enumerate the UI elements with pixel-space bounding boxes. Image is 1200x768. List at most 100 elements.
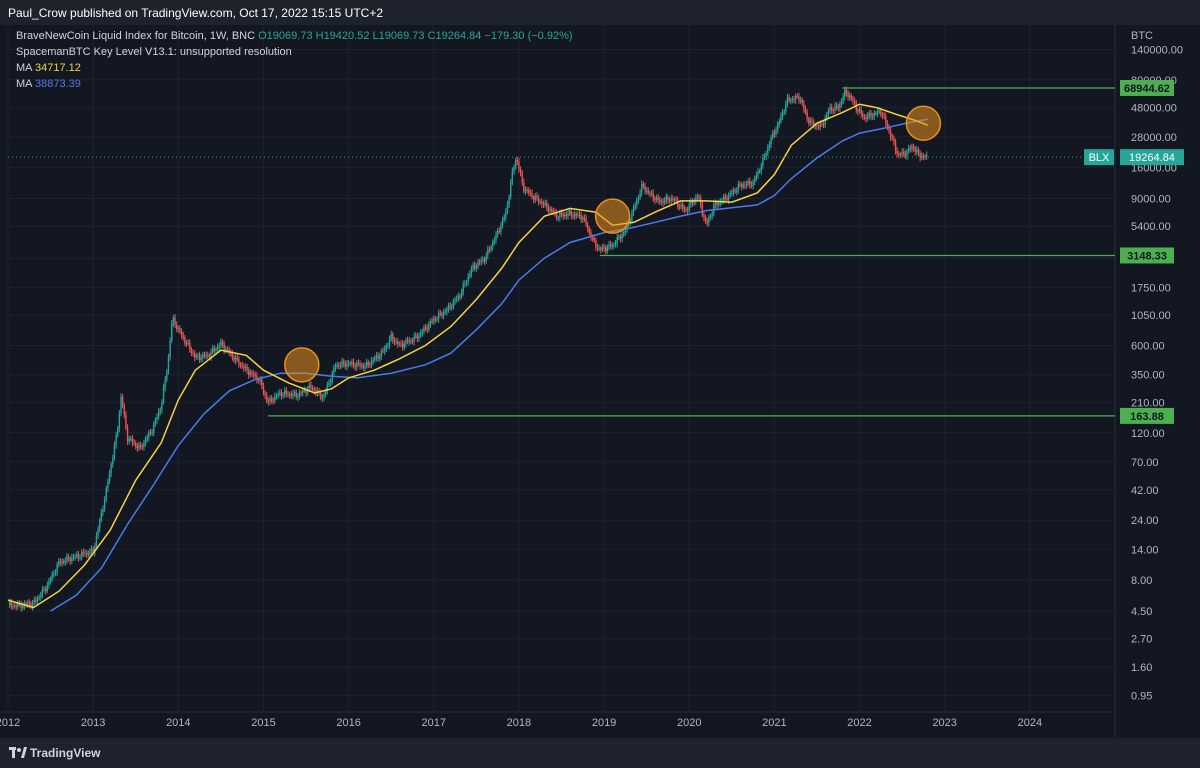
candle-body xyxy=(179,328,181,332)
candle-body xyxy=(718,202,720,206)
candle-body xyxy=(500,225,502,232)
candle-body xyxy=(341,361,343,366)
candle-body xyxy=(189,342,191,350)
candle-body xyxy=(464,283,466,285)
candle-body xyxy=(334,366,337,368)
x-tick-label: 2024 xyxy=(1018,717,1042,729)
candle-body xyxy=(755,175,758,179)
candle-body xyxy=(650,193,653,195)
candle-body xyxy=(536,196,538,198)
candle-body xyxy=(82,551,85,554)
candle-body xyxy=(285,390,288,394)
candle-body xyxy=(852,98,854,102)
candle-body xyxy=(336,364,338,367)
candle-body xyxy=(696,196,699,198)
candle-body xyxy=(518,161,520,170)
x-tick-label: 2022 xyxy=(847,717,871,729)
key-level-label: 3148.33 xyxy=(1127,250,1167,262)
candle-body xyxy=(89,551,91,555)
candle-body xyxy=(28,602,30,605)
candle-body xyxy=(10,602,12,606)
candle-body xyxy=(393,340,396,342)
candle-body xyxy=(48,581,50,586)
candle-body xyxy=(239,364,242,366)
candle-body xyxy=(524,189,527,192)
candle-body xyxy=(79,556,81,558)
candle-body xyxy=(151,432,153,434)
candle-body xyxy=(411,340,414,342)
candle-body xyxy=(356,362,358,368)
candle-body xyxy=(97,528,99,536)
candle-body xyxy=(288,394,291,396)
candle-body xyxy=(120,397,122,414)
candle-body xyxy=(808,118,810,124)
candle-body xyxy=(130,438,132,440)
candle-body xyxy=(195,355,198,358)
candle-body xyxy=(508,196,510,205)
candle-body xyxy=(100,512,103,520)
candle-body xyxy=(133,442,135,444)
candle-body xyxy=(695,197,697,201)
candle-body xyxy=(907,148,910,152)
candle-body xyxy=(577,214,579,216)
candle-body xyxy=(568,210,571,214)
candle-body xyxy=(33,600,35,603)
price-chart[interactable]: 140000.0080000.0048000.0028000.0016000.0… xyxy=(0,25,1200,738)
y-tick-label: 48000.00 xyxy=(1131,103,1177,115)
candle-body xyxy=(446,309,448,312)
key-level-tag xyxy=(1120,79,1174,96)
candle-body xyxy=(180,331,183,336)
candle-body xyxy=(259,379,261,382)
candle-body xyxy=(770,137,772,145)
candle-body xyxy=(110,464,112,474)
y-tick-label: 28000.00 xyxy=(1131,132,1177,144)
candle-body xyxy=(17,603,19,607)
candle-body xyxy=(460,291,463,297)
candle-body xyxy=(297,396,299,398)
candle-body xyxy=(352,362,355,366)
candle-body xyxy=(344,363,347,367)
candle-body xyxy=(442,312,445,316)
candle-body xyxy=(226,349,229,351)
candle-body xyxy=(162,387,165,403)
candle-body xyxy=(529,192,532,194)
candle-body xyxy=(308,384,311,389)
candle-body xyxy=(555,212,558,218)
candle-body xyxy=(654,198,656,201)
candle-body xyxy=(451,307,453,309)
candle-body xyxy=(506,204,509,212)
candle-body xyxy=(287,393,289,395)
candle-body xyxy=(642,183,645,187)
candle-body xyxy=(845,89,848,94)
candle-body xyxy=(824,118,826,125)
candle-body xyxy=(691,200,694,204)
candle-body xyxy=(593,238,595,241)
candle-body xyxy=(248,370,250,376)
candle-body xyxy=(228,349,230,353)
candle-body xyxy=(886,122,889,127)
candle-body xyxy=(860,109,862,114)
ma-fast-label: MA xyxy=(16,62,32,74)
candle-body xyxy=(716,202,718,206)
candle-body xyxy=(801,99,803,104)
highlight-circle xyxy=(905,105,942,141)
candle-body xyxy=(156,417,158,420)
candle-body xyxy=(591,237,594,239)
candle-body xyxy=(324,390,327,395)
candle-body xyxy=(462,284,464,292)
candle-body xyxy=(814,125,817,127)
candle-body xyxy=(839,103,841,109)
candle-body xyxy=(103,499,106,510)
footer-bar: TradingView xyxy=(0,738,1200,768)
candle-body xyxy=(844,89,846,97)
candle-body xyxy=(257,379,260,382)
candle-body xyxy=(426,327,428,330)
candle-body xyxy=(562,214,564,217)
candle-body xyxy=(454,299,456,302)
candle-body xyxy=(361,365,363,367)
candle-body xyxy=(496,230,499,235)
candle-body xyxy=(552,210,555,213)
candle-body xyxy=(166,371,168,380)
candle-body xyxy=(87,552,89,555)
candle-body xyxy=(811,120,813,122)
